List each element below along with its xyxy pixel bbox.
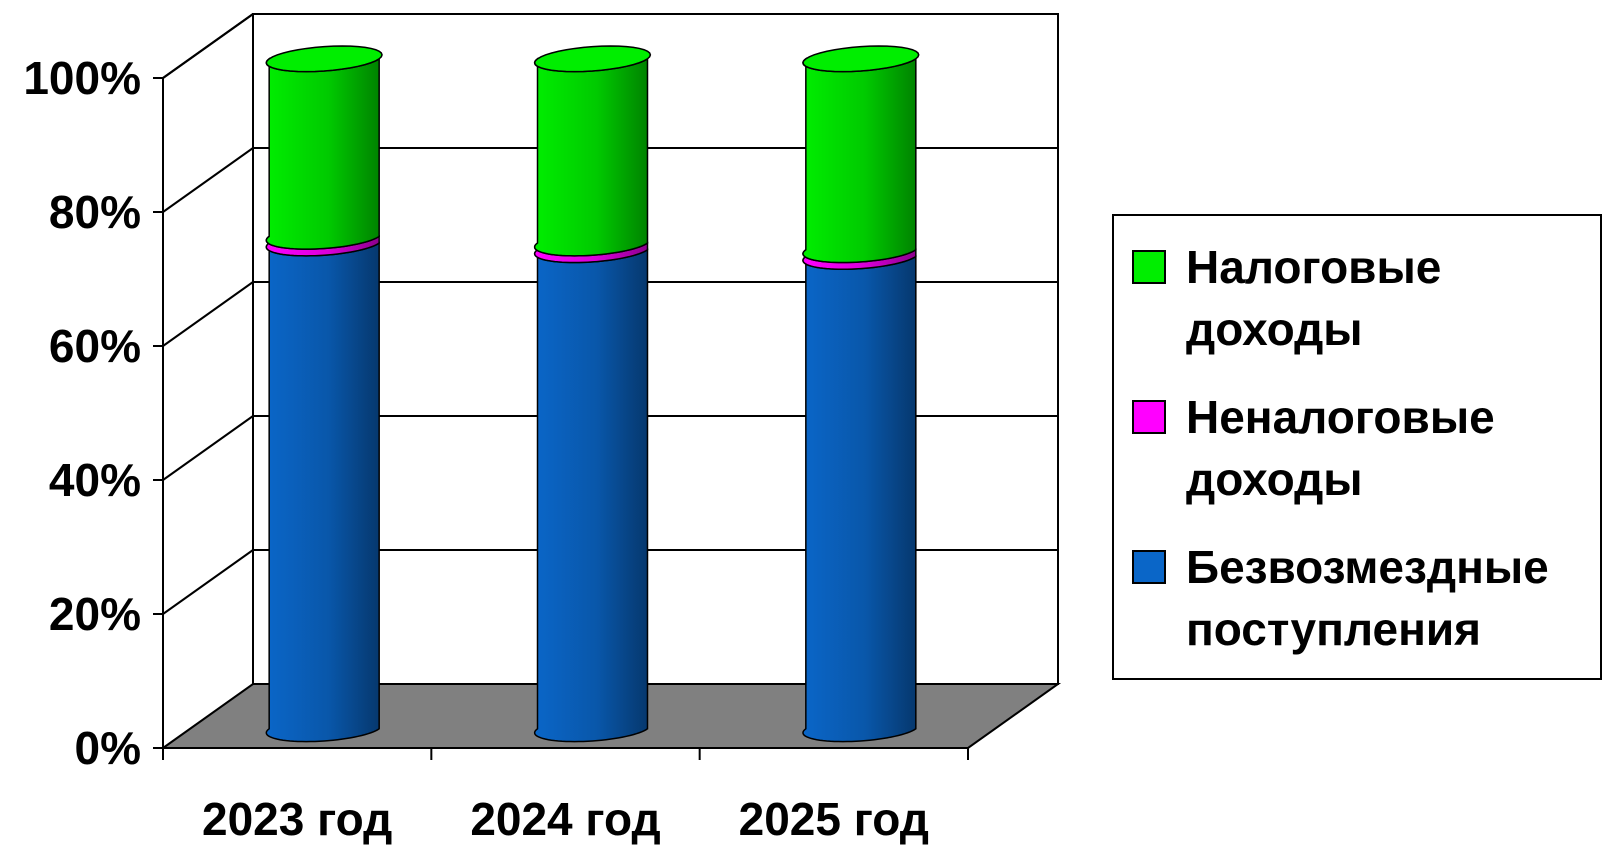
gridline-side	[162, 549, 254, 615]
x-category-label: 2024 год	[470, 793, 660, 845]
x-category-label: 2025 год	[739, 793, 929, 845]
legend-label-nontax: Неналоговые доходы	[1186, 391, 1495, 505]
legend-label-grants: Безвозмездные поступления	[1186, 541, 1549, 655]
legend-item-grants: Безвозмездные поступления	[1132, 536, 1592, 660]
chart-walls	[162, 13, 1059, 685]
bar-Безвозмездные-поступления-2023-год	[265, 241, 380, 743]
bar-top-cap	[533, 45, 652, 73]
gridline-side	[162, 415, 254, 481]
gridline-side	[162, 13, 254, 79]
legend-label-tax: Налоговые доходы	[1186, 241, 1442, 355]
bar-top-cap	[802, 45, 920, 73]
chart-legend: Налоговые доходы Неналоговые доходы Безв…	[1112, 214, 1602, 680]
bar-Безвозмездные-поступления-2024-год	[533, 248, 649, 743]
y-tick-label: 100%	[23, 52, 141, 104]
back-wall	[252, 13, 1059, 685]
bar-Налоговые-доходы-2024-год	[533, 57, 649, 257]
chart-bars	[265, 45, 920, 743]
bar-Налоговые-доходы-2025-год	[802, 57, 917, 264]
legend-item-nontax: Неналоговые доходы	[1132, 386, 1592, 510]
legend-item-tax: Налоговые доходы	[1132, 236, 1592, 360]
bar-Налоговые-доходы-2023-год	[265, 57, 380, 250]
chart-gridlines	[162, 13, 1058, 615]
chart-axes	[153, 77, 969, 760]
legend-swatch-grants	[1132, 550, 1166, 584]
x-category-label: 2023 год	[202, 793, 392, 845]
legend-swatch-tax	[1132, 250, 1166, 284]
y-tick-label: 40%	[49, 454, 141, 506]
gridline-side	[162, 147, 254, 213]
y-tick-label: 80%	[49, 186, 141, 238]
legend-swatch-nontax	[1132, 400, 1166, 434]
y-tick-label: 0%	[75, 722, 141, 774]
y-axis-tick-labels: 0% 20% 40% 60% 80% 100%	[23, 52, 141, 774]
x-axis-category-labels: 2023 год 2024 год 2025 год	[202, 793, 929, 845]
y-tick-label: 60%	[49, 320, 141, 372]
y-tick-label: 20%	[49, 588, 141, 640]
bar-top-cap	[265, 45, 383, 73]
bar-Безвозмездные-поступления-2025-год	[802, 254, 917, 743]
gridline-side	[162, 281, 254, 347]
